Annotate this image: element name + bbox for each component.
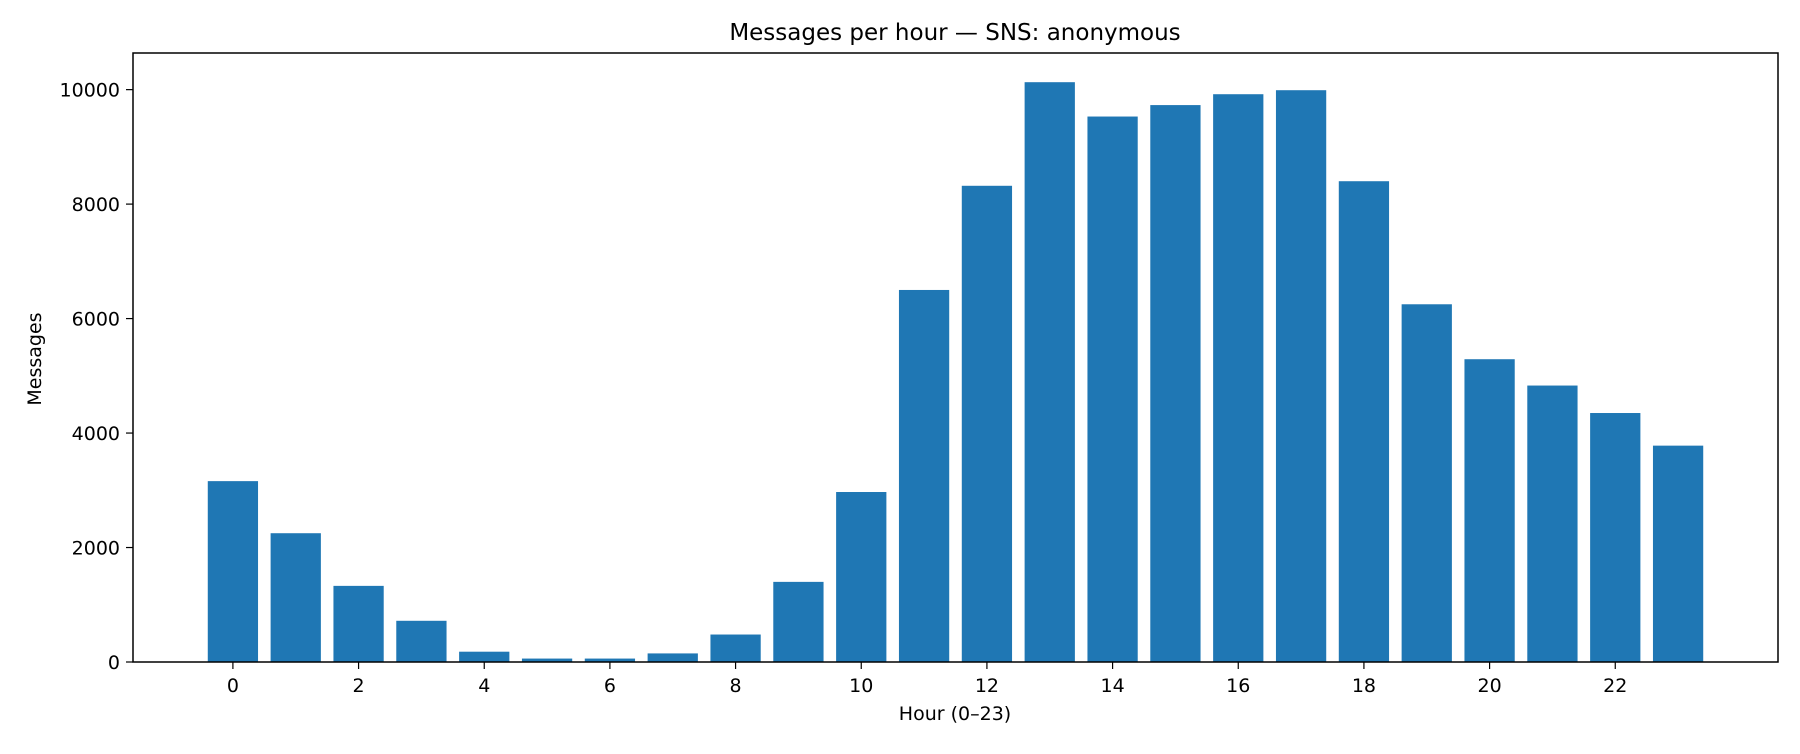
y-axis-title: Messages <box>24 312 46 405</box>
bar-hour-0 <box>207 481 259 662</box>
y-tick-label: 4000 <box>72 423 120 445</box>
bar-hour-20 <box>1464 359 1515 662</box>
plot-frame <box>132 52 1779 663</box>
bar-hour-1 <box>270 533 321 662</box>
bar-hour-4 <box>459 651 510 662</box>
x-tick-label: 16 <box>1226 675 1250 697</box>
bar-hour-17 <box>1275 90 1327 662</box>
y-tick-label: 10000 <box>60 80 120 102</box>
x-axis-ticks: 0 2 4 6 8 10 12 14 16 18 20 22 <box>227 662 1627 697</box>
bar-hour-5 <box>521 658 573 662</box>
y-tick-label: 8000 <box>72 194 120 216</box>
bar-hour-15 <box>1150 105 1201 663</box>
x-tick-label: 6 <box>604 675 616 697</box>
y-axis-ticks: 0 2000 4000 6000 8000 10000 <box>60 80 133 674</box>
bar-hour-18 <box>1338 181 1390 663</box>
bar-hour-6 <box>584 658 636 662</box>
bar-hour-11 <box>898 289 950 662</box>
bar-hour-3 <box>396 620 447 662</box>
y-tick-label: 6000 <box>72 309 120 331</box>
y-tick-label: 0 <box>108 652 120 674</box>
bar-hour-13 <box>1024 82 1075 662</box>
bars-group <box>207 82 1704 663</box>
bar-hour-21 <box>1527 385 1578 662</box>
x-tick-label: 14 <box>1100 675 1124 697</box>
x-tick-label: 4 <box>478 675 490 697</box>
x-tick-label: 18 <box>1352 675 1376 697</box>
x-tick-label: 0 <box>227 675 239 697</box>
bar-hour-22 <box>1590 413 1641 662</box>
x-tick-label: 8 <box>730 675 742 697</box>
chart-title: Messages per hour — SNS: anonymous <box>729 20 1180 46</box>
x-tick-label: 20 <box>1477 675 1501 697</box>
bar-hour-8 <box>710 634 761 662</box>
bar-hour-16 <box>1213 94 1264 663</box>
y-tick-label: 2000 <box>72 538 120 560</box>
x-tick-label: 12 <box>975 675 999 697</box>
x-tick-label: 2 <box>353 675 365 697</box>
bar-hour-14 <box>1087 116 1138 662</box>
x-tick-label: 22 <box>1603 675 1627 697</box>
bar-hour-12 <box>961 185 1013 662</box>
x-axis-title: Hour (0–23) <box>899 703 1011 725</box>
bar-hour-10 <box>836 492 887 662</box>
bar-hour-2 <box>333 585 384 662</box>
bar-hour-9 <box>773 581 824 662</box>
x-tick-label: 10 <box>849 675 873 697</box>
bar-hour-23 <box>1652 445 1704 662</box>
bar-hour-7 <box>647 653 698 662</box>
bar-hour-19 <box>1401 304 1452 662</box>
